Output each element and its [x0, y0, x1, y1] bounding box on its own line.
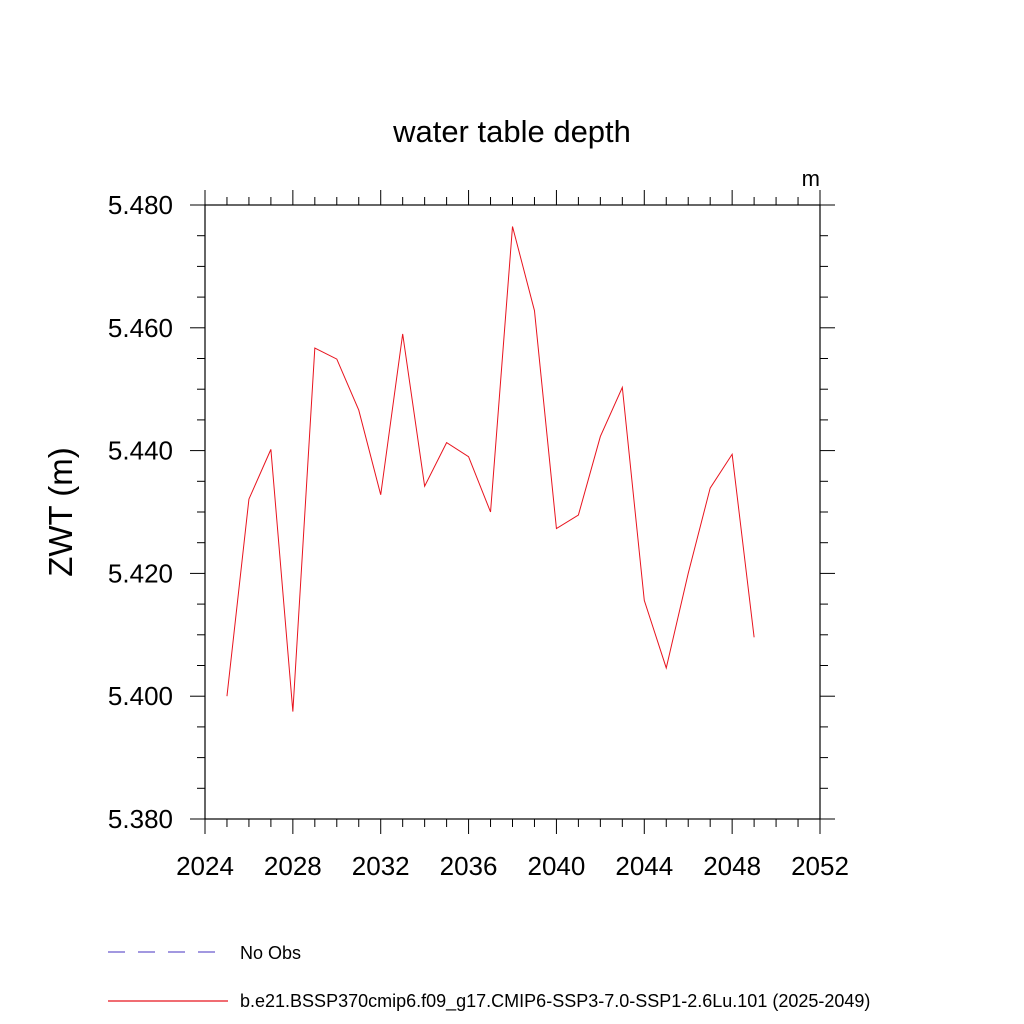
legend: No Obs b.e21.BSSP370cmip6.f09_g17.CMIP6-… [108, 943, 870, 1012]
x-tick-label: 2048 [703, 851, 761, 881]
y-tick-label: 5.380 [108, 804, 173, 834]
legend-label-no-obs: No Obs [240, 943, 301, 963]
x-tick-label: 2052 [791, 851, 849, 881]
y-tick-label: 5.420 [108, 558, 173, 588]
y-tick-label: 5.460 [108, 313, 173, 343]
y-tick-label: 5.440 [108, 436, 173, 466]
x-tick-labels: 2024 2028 2032 2036 2040 2044 2048 2052 [176, 851, 849, 881]
y-axis-label: ZWT (m) [42, 447, 79, 577]
x-tick-label: 2028 [264, 851, 322, 881]
legend-label-model-run: b.e21.BSSP370cmip6.f09_g17.CMIP6-SSP3-7.… [240, 991, 870, 1012]
chart-title: water table depth [392, 114, 631, 149]
x-tick-label: 2040 [528, 851, 586, 881]
units-label: m [802, 166, 820, 191]
y-tick-labels: 5.380 5.400 5.420 5.440 5.460 5.480 [108, 190, 173, 834]
series-layer [226, 226, 755, 712]
plot-frame [204, 204, 821, 820]
y-tick-label: 5.400 [108, 681, 173, 711]
series-line [226, 226, 755, 712]
x-tick-label: 2044 [615, 851, 673, 881]
x-tick-label: 2024 [176, 851, 234, 881]
x-tick-label: 2032 [352, 851, 410, 881]
axis-ticks [190, 190, 835, 834]
y-tick-label: 5.480 [108, 190, 173, 220]
x-tick-label: 2036 [440, 851, 498, 881]
